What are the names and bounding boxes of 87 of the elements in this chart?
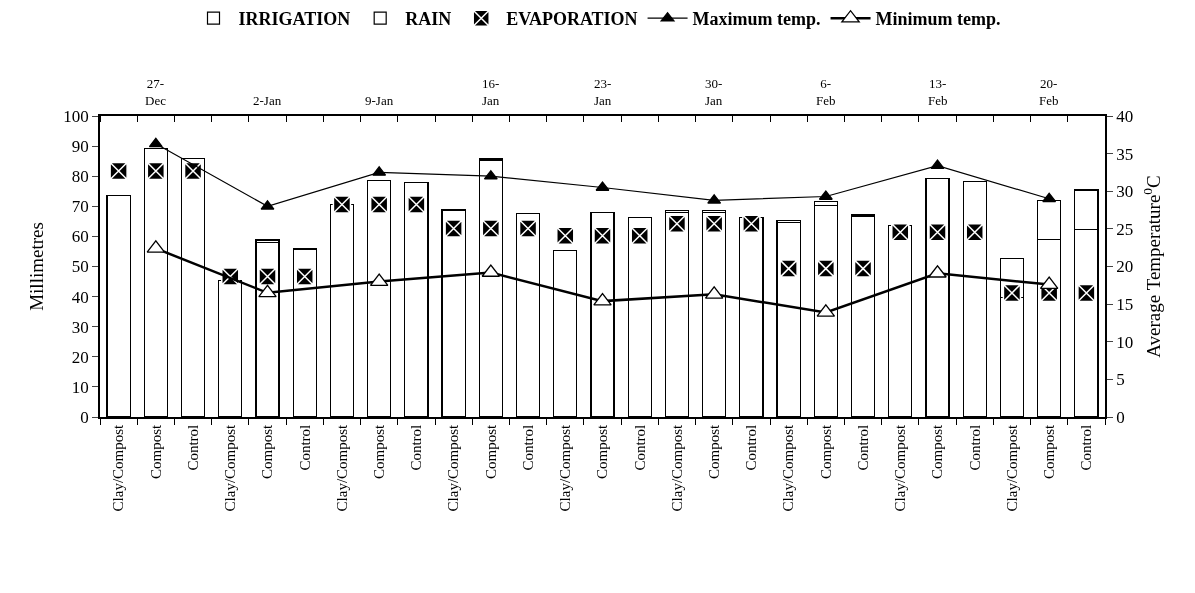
point <box>930 159 945 170</box>
y2-tick-label: 40 <box>1116 106 1134 126</box>
y-tick-label: 30 <box>71 317 89 337</box>
point <box>779 259 798 278</box>
point <box>891 222 910 242</box>
legend-label: IRRIGATION <box>238 9 351 30</box>
point <box>742 214 761 234</box>
x-tick-label: Clay/Compost <box>892 423 909 512</box>
y2-tick-label: 30 <box>1116 182 1134 202</box>
y2-tick-label: 25 <box>1116 219 1134 239</box>
y-axis-title: Millimetres <box>25 222 47 311</box>
x-tick-label: Clay/Compost <box>557 423 574 512</box>
text: 2-Jan <box>253 93 282 108</box>
y2-tick-label: 0 <box>1116 407 1125 427</box>
y-tick-label: 100 <box>63 106 89 126</box>
y-tick-label: 60 <box>71 227 89 247</box>
x-tick-label: Control <box>296 424 313 471</box>
y-tick-label: 50 <box>71 257 89 277</box>
x-tick-label: Clay/Compost <box>110 423 127 512</box>
text: 27- Dec <box>145 76 167 108</box>
text: 30- Jan <box>705 76 723 108</box>
x-tick-label: Clay/Compost <box>333 423 350 512</box>
y-tick-label: 10 <box>71 377 89 397</box>
point <box>407 195 426 214</box>
x-tick-label: Compost <box>929 423 946 479</box>
text: 23- Jan <box>594 76 612 108</box>
x-tick-label: Control <box>743 424 760 471</box>
y-tick-label: 0 <box>80 407 89 427</box>
x-tick-label: Control <box>966 424 983 471</box>
point <box>1042 192 1057 203</box>
x-tick-label: Control <box>854 424 871 471</box>
point <box>965 222 984 242</box>
x-tick-label: Control <box>184 424 201 471</box>
legend-label: Maximum temp. <box>692 9 821 30</box>
point <box>816 259 836 278</box>
y2-tick-label: 20 <box>1116 257 1134 277</box>
point <box>332 195 352 214</box>
legend-label: Minimum temp. <box>875 9 1001 30</box>
x-tick-label: Compost <box>817 423 834 479</box>
y2-tick-label: 15 <box>1116 295 1134 315</box>
y-tick-label: 80 <box>71 167 89 187</box>
text: 20- Feb <box>1039 76 1059 108</box>
point <box>518 219 538 238</box>
x-tick-label: Control <box>408 424 425 471</box>
point <box>593 226 612 246</box>
y-tick-label: 20 <box>71 347 89 367</box>
legend-label: EVAPORATION <box>506 9 638 30</box>
x-tick-label: Compost <box>706 423 723 479</box>
y2-tick-label: 10 <box>1116 332 1134 352</box>
x-tick-label: Compost <box>371 423 388 479</box>
text: 9-Jan <box>365 93 394 108</box>
point <box>481 219 501 238</box>
y-tick-label: 70 <box>71 197 89 217</box>
point <box>444 219 463 238</box>
point <box>295 267 314 286</box>
x-tick-label: Compost <box>482 423 499 479</box>
point <box>1077 283 1096 303</box>
point <box>928 222 947 242</box>
text: 16- Jan <box>482 76 500 108</box>
y-tick-label: 40 <box>71 287 89 307</box>
point <box>148 137 163 148</box>
x-tick-label: Control <box>631 424 648 471</box>
point <box>258 284 277 298</box>
point <box>556 226 575 246</box>
x-tick-label: Clay/Compost <box>668 423 685 512</box>
text: 6- Feb <box>816 76 836 108</box>
y2-tick-label: 35 <box>1116 144 1134 164</box>
text: 13- Feb <box>928 76 948 108</box>
x-tick-label: Compost <box>594 423 611 479</box>
point <box>853 259 873 278</box>
point <box>630 226 649 246</box>
x-tick-label: Clay/Compost <box>1003 423 1020 512</box>
x-tick-label: Compost <box>1041 423 1058 479</box>
x-tick-label: Clay/Compost <box>222 423 239 512</box>
x-tick-label: Control <box>1078 424 1095 471</box>
y-tick-label: 90 <box>71 137 89 157</box>
x-tick-label: Clay/Compost <box>445 423 462 512</box>
legend-label: RAIN <box>405 9 452 30</box>
x-tick-label: Compost <box>259 423 276 479</box>
x-tick-label: Control <box>519 424 536 471</box>
point <box>109 161 128 181</box>
y2-tick-label: 5 <box>1116 370 1125 390</box>
point <box>369 195 389 214</box>
point <box>258 267 277 286</box>
x-tick-label: Compost <box>147 423 164 479</box>
x-tick-label: Clay/Compost <box>780 423 797 512</box>
point <box>593 292 612 306</box>
